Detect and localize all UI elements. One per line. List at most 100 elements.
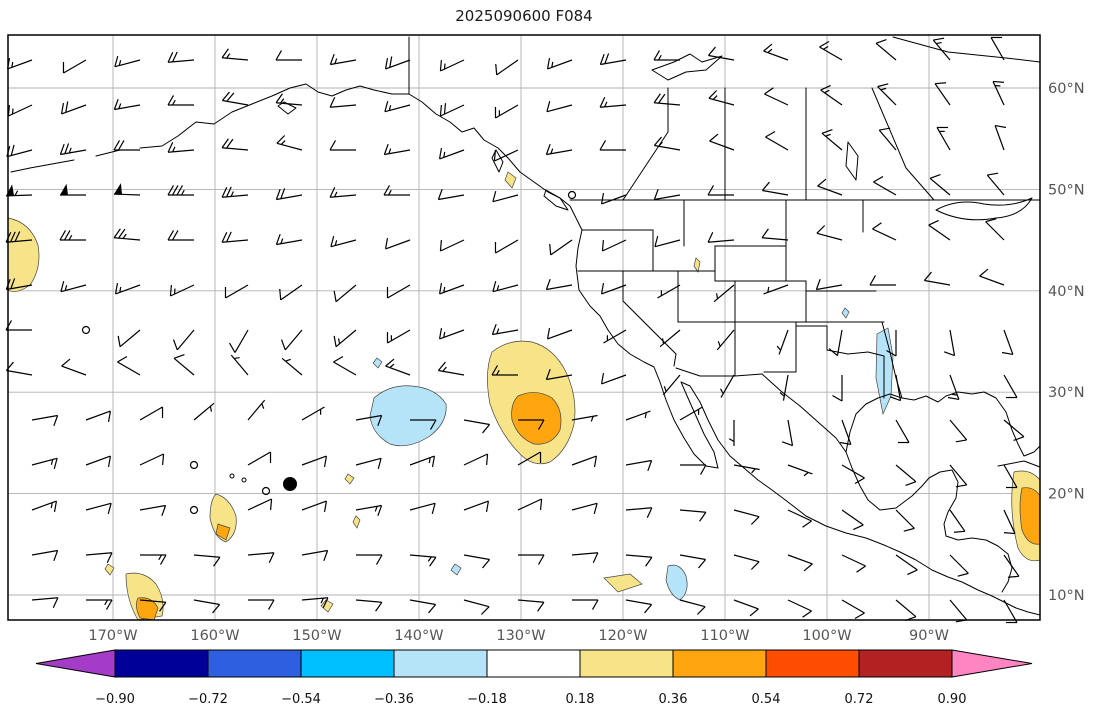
barb-staff (6, 239, 33, 243)
barb-staff (495, 104, 519, 119)
barb-staff (85, 455, 111, 466)
wind-barb (437, 188, 465, 201)
wind-barb (330, 235, 357, 248)
barb-staff (1003, 509, 1016, 534)
wind-barb (1003, 464, 1018, 489)
barb-full-feather (802, 610, 812, 618)
wind-barb (384, 237, 411, 250)
colorbar-extend-right-arrow (951, 649, 1033, 678)
barb-staff (763, 50, 789, 61)
barb-half-feather (285, 358, 291, 362)
barb-staff (31, 549, 58, 556)
wind-barb (625, 554, 653, 567)
barb-full-feather (886, 349, 897, 357)
barb-full-feather (495, 63, 498, 75)
barb-staff (787, 464, 813, 475)
colorbar-segment (765, 649, 860, 678)
colorbar-tick-label: 0.36 (659, 692, 688, 707)
barb-full-feather (907, 569, 918, 576)
barb-staff (662, 374, 681, 396)
lat-tick-label: 10°N (1048, 588, 1085, 604)
barb-full-feather (322, 597, 329, 608)
barb-full-feather (117, 355, 128, 363)
wind-barb (679, 554, 707, 569)
barb-full-feather (985, 218, 997, 223)
barb-staff (168, 149, 195, 153)
wind-barb (943, 329, 956, 357)
barb-full-feather (644, 604, 653, 614)
barb-full-feather (979, 268, 989, 277)
wind-barb (86, 599, 113, 610)
map-border (7, 34, 1041, 621)
barb-staff (230, 354, 249, 376)
barb-staff (61, 104, 87, 115)
wind-barb (167, 95, 194, 106)
barb-full-feather (59, 230, 67, 241)
barb-full-feather (431, 456, 436, 468)
wind-barb (949, 419, 968, 443)
barb-staff (301, 597, 328, 601)
barb-half-feather (118, 103, 122, 109)
calm-wind-circle (81, 325, 91, 335)
barb-half-feather (387, 189, 392, 196)
barb-full-feather (802, 520, 812, 528)
barb-full-feather (439, 104, 442, 117)
barb-staff (31, 597, 58, 601)
barb-full-feather (213, 556, 221, 567)
barb-full-feather (162, 453, 165, 466)
barb-half-feather (68, 147, 72, 154)
wind-barb (5, 320, 32, 331)
barb-staff (6, 284, 33, 291)
barb-half-feather (261, 403, 265, 409)
barb-full-feather (384, 237, 389, 249)
barb-staff (355, 599, 382, 603)
barb-full-feather (761, 228, 769, 239)
barb-staff (330, 104, 357, 108)
anomaly-region-orange (1019, 487, 1041, 545)
wind-barb (221, 186, 249, 198)
barb-full-feather (933, 37, 945, 41)
wind-barb (1001, 329, 1014, 356)
wind-barb (546, 100, 573, 113)
barb-staff (841, 464, 865, 479)
barb-full-feather (537, 554, 545, 565)
barb-full-feather (60, 280, 65, 292)
barb-staff (333, 361, 357, 376)
barb-staff (764, 93, 789, 106)
barb-full-feather (383, 185, 391, 196)
barb-full-feather (429, 419, 437, 430)
barb-full-feather (375, 554, 383, 565)
barb-full-feather (438, 147, 443, 159)
barb-full-feather (955, 439, 967, 443)
wind-barb (31, 549, 59, 562)
wind-barb (329, 97, 357, 108)
coastline-path (675, 367, 763, 377)
wind-barb (679, 406, 703, 421)
barb-full-feather (820, 84, 831, 91)
anomaly-region-light_yellow (352, 515, 361, 529)
barb-pennant (6, 184, 15, 196)
barb-full-feather (323, 550, 329, 562)
wind-barb (355, 414, 383, 427)
barb-full-feather (957, 572, 969, 577)
wind-barb (517, 451, 542, 466)
barb-staff (709, 140, 735, 151)
coastline-path (845, 451, 1013, 593)
barb-staff (924, 279, 951, 286)
barb-staff (928, 224, 951, 241)
lon-tick-label: 130°W (496, 628, 545, 644)
barb-half-feather (751, 468, 756, 474)
wind-barb (113, 140, 140, 151)
barb-staff (409, 599, 436, 606)
wind-barb (384, 100, 411, 113)
barb-full-feather (903, 527, 915, 532)
barb-staff (878, 129, 897, 151)
coastline-path (622, 87, 669, 201)
barb-full-feather (549, 243, 552, 255)
wind-barb (932, 37, 951, 61)
wind-barb (438, 282, 465, 295)
barb-full-feather (159, 601, 167, 612)
wind-barb (872, 222, 897, 241)
lon-tick-label: 90°W (909, 628, 949, 644)
wind-barb (491, 323, 519, 336)
